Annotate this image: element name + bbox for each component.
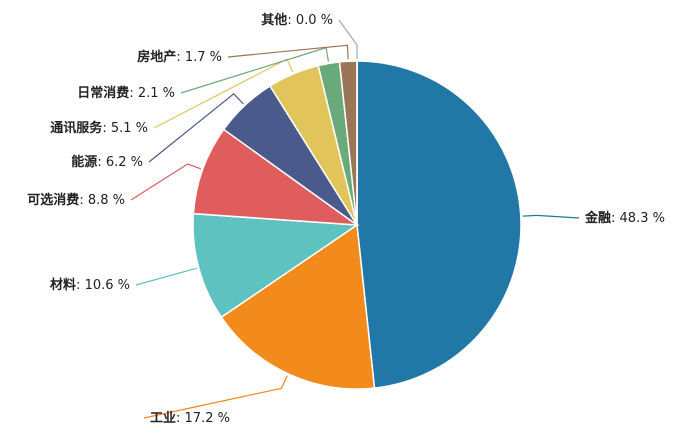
slice-label: 能源: 6.2 % [71,154,143,170]
label-separator: : [176,50,185,65]
pie-slice [356,60,522,389]
slice-name: 能源 [71,154,97,170]
slice-value: 10.6 % [85,278,130,293]
slice-label: 工业: 17.2 % [150,410,230,426]
slice-value: 5.1 % [111,121,148,136]
slice-value: 6.2 % [106,155,143,170]
slice-name: 可选消费 [27,192,79,208]
slice-label: 可选消费: 8.8 % [27,192,125,208]
slice-value: 48.3 % [620,211,665,226]
label-separator: : [287,13,296,28]
leader-line [227,44,349,60]
slice-name: 工业 [150,410,176,426]
leader-line [338,19,358,59]
leader-line [130,163,202,201]
leader-line [522,214,580,219]
slice-label: 通讯服务: 5.1 % [50,120,148,136]
slice-label: 其他: 0.0 % [261,12,333,28]
label-separator: : [176,411,185,426]
label-separator: : [102,121,111,136]
label-separator: : [129,86,138,101]
slice-value: 1.7 % [185,50,222,65]
slice-value: 0.0 % [296,13,333,28]
slice-name: 金融 [584,210,611,226]
slice-label: 材料: 10.6 % [50,277,130,293]
leader-line [135,267,197,286]
slice-name: 其他 [261,12,287,28]
pie-slice [192,212,360,319]
label-separator: : [76,278,85,293]
slice-label: 金融: 48.3 % [584,210,665,226]
label-separator: : [611,211,620,226]
label-separator: : [79,193,88,208]
leader-line [143,375,288,419]
leader-line [153,58,294,129]
slice-label: 房地产: 1.7 % [137,49,222,65]
slice-name: 日常消费 [77,85,129,101]
slice-name: 通讯服务 [50,120,103,136]
slice-name: 房地产 [137,49,176,65]
slice-value: 2.1 % [138,86,175,101]
slice-value: 17.2 % [185,411,230,426]
label-separator: : [97,155,106,170]
slice-name: 材料 [50,277,76,293]
slice-label: 日常消费: 2.1 % [77,85,175,101]
leader-line [148,92,244,163]
slice-value: 8.8 % [88,193,125,208]
pie-slice [220,223,376,390]
pie-slice [192,128,360,226]
